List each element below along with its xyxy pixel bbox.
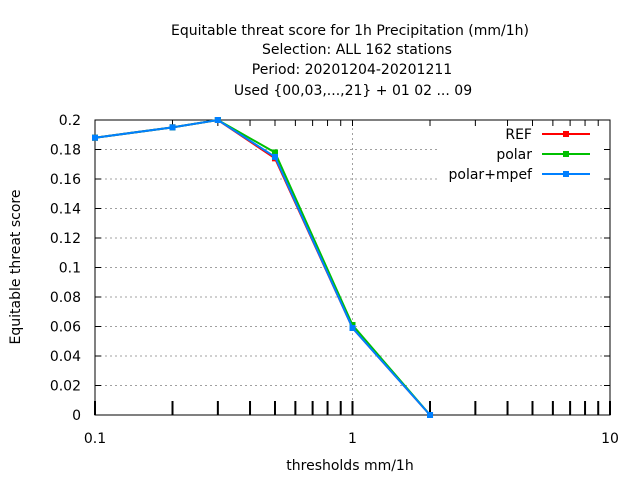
legend-marker [563,131,569,137]
y-tick-label: 0.12 [50,231,81,247]
legend-label: polar+mpef [449,167,534,183]
data-point [271,149,278,156]
data-point [92,134,98,141]
legend-marker [563,171,569,177]
y-tick-label: 0.02 [50,379,81,395]
data-point [271,153,278,160]
y-tick-label: 0.1 [59,261,81,277]
data-point [214,117,221,123]
ticks: 0 0.02 0.04 0.06 0.08 0.1 0.12 0.14 0.16 0.18 0.2 0… [50,113,619,447]
data-point [349,324,356,331]
x-tick-label: 0.1 [84,431,106,447]
x-tick-label: 10 [601,431,619,447]
y-axis-label: Equitable threat score [8,190,24,345]
chart-title: Equitable threat score for 1h Precipitat… [171,23,529,99]
y-tick-label: 0 [72,408,81,424]
x-tick-label: 1 [348,431,357,447]
y-tick-label: 0.18 [50,143,81,159]
legend-label: polar [496,147,532,163]
title-line-2: Selection: ALL 162 stations [262,42,452,58]
y-tick-label: 0.04 [50,349,81,365]
series [92,117,434,418]
y-tick-label: 0.14 [50,202,81,218]
title-line-4: Used {00,03,...,21} + 01 02 ... 09 [234,83,472,99]
data-point [169,124,176,131]
y-tick-label: 0.08 [50,290,81,306]
grid [95,120,610,415]
legend-label: REF [505,127,532,143]
x-axis-label: thresholds mm/1h [286,458,413,474]
data-point [427,412,434,418]
y-tick-label: 0.2 [59,113,81,129]
y-tick-label: 0.06 [50,320,81,336]
y-tick-label: 0.16 [50,172,81,188]
series-line-polar+mpef [94,118,431,416]
title-line-1: Equitable threat score for 1h Precipitat… [171,23,529,39]
legend: REF polar polar+mpef [449,127,590,183]
legend-marker [563,151,569,157]
title-line-3: Period: 20201204-20201211 [252,62,452,78]
